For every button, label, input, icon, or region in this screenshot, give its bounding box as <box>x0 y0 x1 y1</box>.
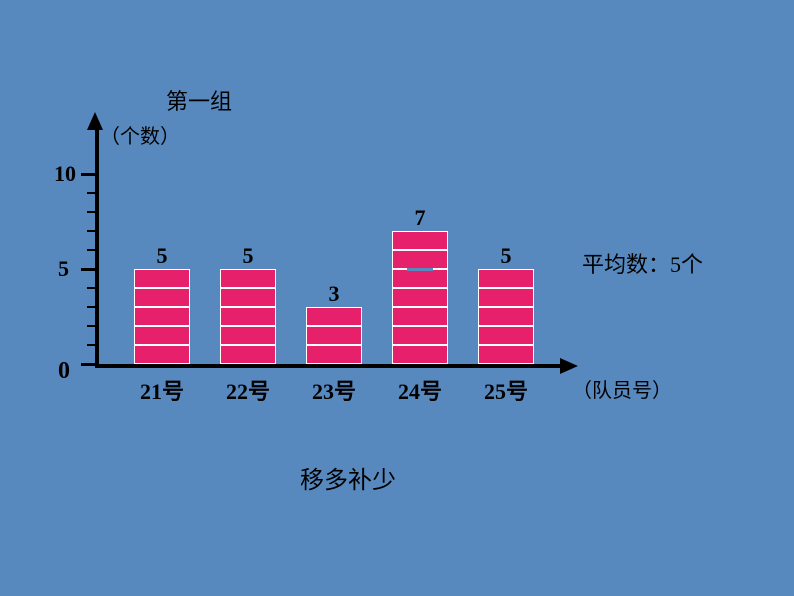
bar: 5 <box>134 269 190 364</box>
bar-value-label: 5 <box>220 243 276 269</box>
bar-value-label: 5 <box>478 243 534 269</box>
y-axis-line <box>95 128 99 367</box>
y-tick-label: 10 <box>54 161 76 187</box>
bar-value-label: 5 <box>134 243 190 269</box>
bar-cell <box>392 269 448 288</box>
bar-cell <box>220 269 276 288</box>
bar-cell <box>392 288 448 307</box>
y-tick-minor <box>87 192 95 194</box>
bar-cell <box>478 307 534 326</box>
x-axis-label: （队员号） <box>572 374 672 403</box>
bar: 5 <box>220 269 276 364</box>
y-tick-major <box>81 268 95 271</box>
bar-cell <box>306 326 362 345</box>
category-label: 21号 <box>128 374 196 406</box>
y-tick-major <box>81 173 95 176</box>
y-tick-minor <box>87 325 95 327</box>
bar: 3 <box>306 307 362 364</box>
bar-cell <box>392 307 448 326</box>
category-label: 23号 <box>300 374 368 406</box>
bar-cell <box>478 345 534 364</box>
x-axis-arrow-icon <box>560 358 578 374</box>
category-label: 22号 <box>214 374 282 406</box>
y-tick-minor <box>87 249 95 251</box>
y-tick-major <box>81 363 95 366</box>
x-axis-line <box>95 364 562 368</box>
category-label: 25号 <box>472 374 540 406</box>
y-axis-label: （个数） <box>100 120 180 149</box>
bar-cell <box>220 345 276 364</box>
y-tick-label: 0 <box>58 358 70 385</box>
bar-cell <box>478 326 534 345</box>
bar-value-label: 7 <box>392 205 448 231</box>
average-marker <box>407 268 433 271</box>
y-tick-minor <box>87 230 95 232</box>
bar-cell <box>392 231 448 250</box>
group-title: 第一组 <box>166 84 232 116</box>
y-tick-minor <box>87 211 95 213</box>
bar-cell <box>306 307 362 326</box>
y-tick-minor <box>87 287 95 289</box>
bar-cell <box>134 288 190 307</box>
bar-cell <box>478 269 534 288</box>
bar-value-label: 3 <box>306 281 362 307</box>
bar-cell <box>306 345 362 364</box>
bar-cell <box>134 345 190 364</box>
chart-stage: 第一组 （个数） （队员号） 平均数：5个 移多补少 0 5 10 5 21号 5 22号 3… <box>0 0 794 596</box>
bar-cell <box>220 288 276 307</box>
bar-cell <box>134 326 190 345</box>
bar-cell <box>220 326 276 345</box>
bar-cell <box>392 345 448 364</box>
y-tick-label: 5 <box>58 256 69 282</box>
y-tick-minor <box>87 306 95 308</box>
bar-cell <box>220 307 276 326</box>
bar-cell <box>392 326 448 345</box>
y-tick-minor <box>87 344 95 346</box>
bar-cell <box>392 250 448 269</box>
bar-cell <box>134 269 190 288</box>
footer-caption: 移多补少 <box>300 460 396 495</box>
bar: 5 <box>478 269 534 364</box>
bar-cell <box>478 288 534 307</box>
bar-cell <box>134 307 190 326</box>
average-label: 平均数：5个 <box>582 247 703 279</box>
category-label: 24号 <box>386 374 454 406</box>
bar: 7 <box>392 231 448 364</box>
